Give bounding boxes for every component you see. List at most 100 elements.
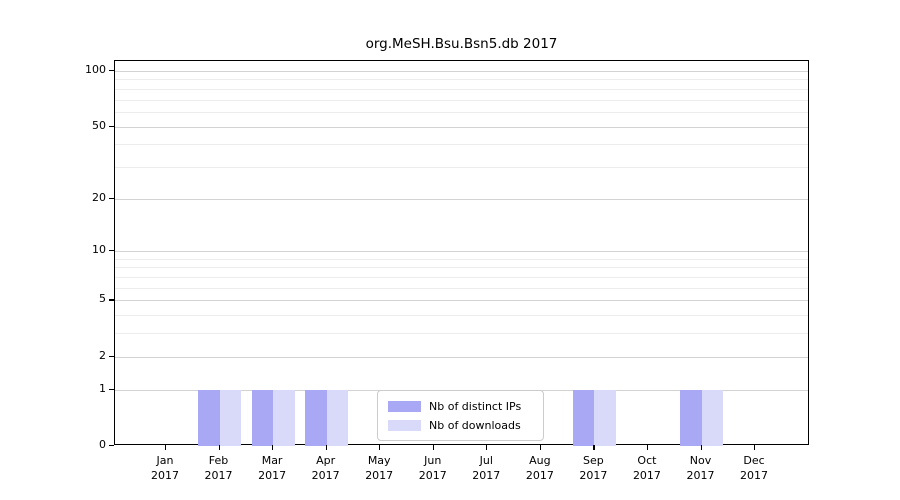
- bar-distinct-ips: [680, 389, 702, 446]
- legend: Nb of distinct IPs Nb of downloads: [377, 390, 544, 441]
- x-tick-label-line: 2017: [311, 469, 340, 482]
- x-tick-mark: [218, 445, 220, 450]
- x-tick-label: Mar 2017: [242, 453, 302, 483]
- x-tick-mark: [700, 445, 702, 450]
- x-tick-label-line: Oct: [637, 454, 657, 467]
- major-gridline: [115, 356, 808, 358]
- bar-distinct-ips: [572, 389, 595, 446]
- y-tick-label: 100: [85, 63, 106, 76]
- x-tick-label-line: Jun: [424, 454, 442, 467]
- minor-gridline: [115, 99, 808, 101]
- x-tick-label-line: 2017: [525, 469, 554, 482]
- x-tick-mark: [272, 445, 274, 450]
- x-tick-label-line: Sep: [583, 454, 604, 467]
- x-tick-label: Jun 2017: [403, 453, 463, 483]
- bar-distinct-ips: [305, 389, 327, 446]
- x-tick-label: Feb 2017: [189, 453, 249, 483]
- x-tick-label: Apr 2017: [296, 453, 356, 483]
- y-tick-mark: [109, 445, 114, 447]
- minor-gridline: [115, 267, 808, 269]
- x-tick-label-line: Apr: [316, 454, 336, 467]
- x-tick-label-line: Jan: [156, 454, 174, 467]
- plot-area: [114, 60, 809, 446]
- minor-gridline: [115, 88, 808, 90]
- bar-distinct-ips: [198, 389, 220, 446]
- bar-downloads: [273, 389, 295, 446]
- x-tick-label-line: 2017: [472, 469, 501, 482]
- bar-distinct-ips: [251, 389, 274, 446]
- y-tick-mark: [109, 355, 114, 357]
- major-gridline: [115, 198, 808, 200]
- x-tick-label-line: 2017: [740, 469, 769, 482]
- x-tick-label: Jan 2017: [135, 453, 195, 483]
- x-tick-label-line: 2017: [418, 469, 447, 482]
- legend-item-downloads: Nb of downloads: [388, 419, 533, 432]
- major-gridline: [115, 300, 808, 302]
- y-tick-label: 10: [92, 243, 106, 257]
- x-tick-label: May 2017: [349, 453, 409, 483]
- legend-item-distinct-ips: Nb of distinct IPs: [388, 400, 533, 413]
- bar-downloads: [594, 389, 616, 446]
- bar-downloads: [701, 389, 723, 446]
- x-tick-mark: [379, 445, 381, 450]
- major-gridline: [115, 126, 808, 128]
- x-tick-mark: [325, 445, 327, 450]
- minor-gridline: [115, 277, 808, 279]
- y-tick-mark: [109, 125, 114, 127]
- minor-gridline: [115, 79, 808, 81]
- y-tick-label: 1: [99, 381, 106, 395]
- y-tick-mark: [109, 388, 114, 390]
- bar-downloads: [326, 389, 349, 446]
- x-tick-mark: [593, 445, 595, 450]
- x-tick-mark: [432, 445, 434, 450]
- x-tick-label-line: Aug: [529, 454, 551, 467]
- x-tick-mark: [754, 445, 756, 450]
- x-tick-label: Dec 2017: [724, 453, 784, 483]
- x-tick-label-line: 2017: [204, 469, 233, 482]
- y-tick-mark: [109, 70, 114, 72]
- y-tick-label: 0: [99, 438, 106, 451]
- x-tick-label-line: 2017: [151, 469, 179, 482]
- x-tick-label-line: 2017: [365, 469, 394, 482]
- x-tick-mark: [165, 445, 167, 450]
- x-tick-label-line: Jul: [479, 454, 493, 467]
- y-tick-mark: [109, 299, 114, 301]
- y-tick-label: 20: [92, 190, 106, 204]
- x-tick-label-line: 2017: [258, 469, 287, 482]
- legend-label: Nb of downloads: [429, 418, 521, 432]
- minor-gridline: [115, 333, 808, 335]
- minor-gridline: [115, 144, 808, 146]
- x-tick-label-line: 2017: [579, 469, 608, 482]
- bar-downloads: [219, 389, 242, 446]
- x-tick-label-line: Feb: [208, 454, 229, 467]
- chart-title: org.MeSH.Bsu.Bsn5.db 2017: [365, 36, 558, 52]
- x-tick-label: Nov 2017: [671, 453, 731, 483]
- minor-gridline: [115, 287, 808, 289]
- x-tick-mark: [486, 445, 488, 450]
- x-tick-label-line: Nov: [689, 454, 712, 467]
- x-tick-label-line: Mar: [261, 454, 283, 467]
- minor-gridline: [115, 166, 808, 168]
- legend-label: Nb of distinct IPs: [429, 399, 522, 413]
- major-gridline: [115, 71, 808, 72]
- x-tick-mark: [646, 445, 649, 450]
- x-tick-label: Jul 2017: [456, 453, 516, 483]
- x-tick-label: Aug 2017: [510, 453, 570, 483]
- x-tick-label-line: Dec: [743, 454, 765, 467]
- y-tick-label: 2: [99, 348, 106, 362]
- y-tick-mark: [109, 250, 114, 252]
- legend-swatch-downloads: [388, 419, 421, 431]
- minor-gridline: [115, 258, 808, 260]
- x-tick-label-line: 2017: [632, 469, 661, 482]
- x-tick-mark: [539, 445, 542, 450]
- legend-swatch-distinct-ips: [388, 400, 421, 412]
- x-tick-label: Sep 2017: [563, 453, 623, 483]
- y-tick-mark: [109, 197, 114, 199]
- minor-gridline: [115, 315, 808, 317]
- x-tick-label-line: 2017: [686, 469, 715, 482]
- x-tick-label-line: May: [367, 454, 391, 467]
- major-gridline: [115, 251, 808, 253]
- y-tick-label: 50: [92, 118, 106, 132]
- y-tick-label: 5: [99, 292, 106, 306]
